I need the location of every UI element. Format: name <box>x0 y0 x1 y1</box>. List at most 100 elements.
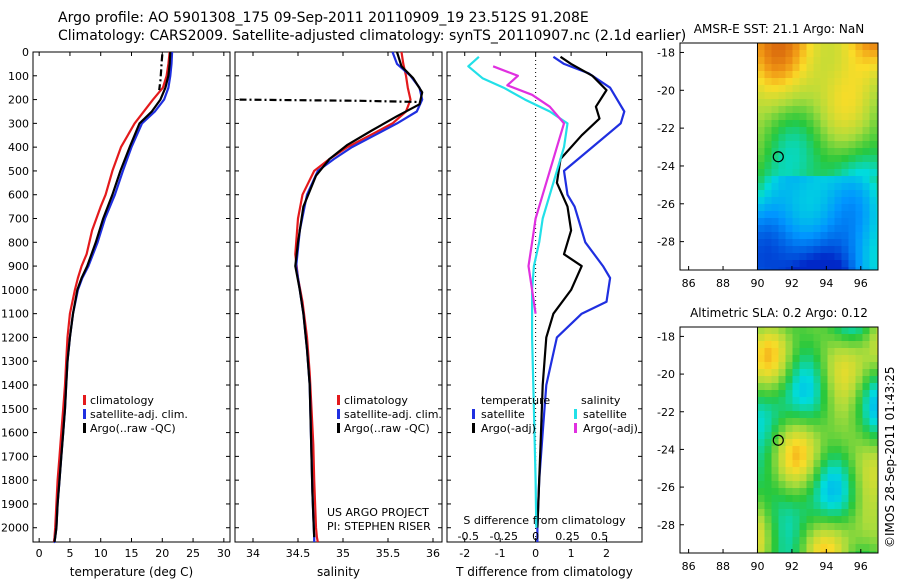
sst_map-cell <box>785 232 793 239</box>
sla_map-cell <box>792 460 800 467</box>
sla_map-cell <box>799 530 807 537</box>
sla_map-cell <box>820 495 828 502</box>
sla_map-cell <box>764 376 772 383</box>
sst_map-cell <box>792 183 800 190</box>
sla_map-cell <box>799 383 807 390</box>
sla_map-cell <box>862 376 870 383</box>
sla_map-cell <box>813 474 821 481</box>
sst_map-cell <box>764 85 772 92</box>
sst_map-cell <box>848 183 856 190</box>
sla_map-cell <box>827 369 835 376</box>
sst_map-cell <box>876 78 878 85</box>
sst_map-cell <box>806 190 814 197</box>
sst_map-cell <box>813 148 821 155</box>
sst_map-title: AMSR-E SST: 21.1 Argo: NaN <box>694 22 864 36</box>
sst_map-cell <box>771 113 779 120</box>
sla_map-cell <box>778 404 786 411</box>
sla_map-cell <box>771 460 779 467</box>
sst_map-cell <box>827 190 835 197</box>
sla_map-cell <box>848 327 856 334</box>
sst_map-cell <box>785 120 793 127</box>
sla_map-cell <box>757 334 765 341</box>
sst_map-cell <box>764 218 772 225</box>
sla_map-cell <box>876 544 878 551</box>
sst_map-cell <box>869 197 877 204</box>
sla_map-cell <box>827 348 835 355</box>
sla_map-cell <box>841 334 849 341</box>
sla_map-cell <box>869 544 877 551</box>
sst_map-cell <box>862 85 870 92</box>
sla_map-cell <box>876 481 878 488</box>
sla_map-cell <box>827 446 835 453</box>
sst_map-cell <box>813 78 821 85</box>
sst_map-cell <box>876 183 878 190</box>
sla_map-cell <box>799 509 807 516</box>
sla_map-cell <box>869 474 877 481</box>
difference-xtick-label: -1 <box>495 547 506 560</box>
sst_map-cell <box>862 260 870 267</box>
sla_map-cell <box>785 327 793 334</box>
sla_map-cell <box>848 404 856 411</box>
sst_map-cell <box>771 162 779 169</box>
sla_map-cell <box>799 446 807 453</box>
sla_map-cell <box>841 418 849 425</box>
sst_map-cell <box>806 50 814 57</box>
salinity-legend-swatch <box>337 423 340 433</box>
sla_map-cell <box>848 544 856 551</box>
sla_map-cell <box>792 502 800 509</box>
sla_map-cell <box>827 327 835 334</box>
sla_map-cell <box>778 467 786 474</box>
sst_map-cell <box>855 204 863 211</box>
sst_map-cell <box>806 232 814 239</box>
sla_map-cell <box>834 502 842 509</box>
sst_map-cell <box>785 85 793 92</box>
sla_map-cell <box>862 418 870 425</box>
sst_map-cell <box>855 260 863 267</box>
header-line2: Climatology: CARS2009. Satellite-adjuste… <box>58 28 686 44</box>
sst_map-cell <box>792 169 800 176</box>
sst_map-cell <box>757 92 765 99</box>
sla_map-cell <box>869 502 877 509</box>
sla_map-cell <box>757 432 765 439</box>
sla_map-cell <box>862 502 870 509</box>
sst_map-cell <box>834 120 842 127</box>
sla_map-cell <box>869 418 877 425</box>
sst_map-cell <box>876 71 878 78</box>
sst_map-cell <box>792 141 800 148</box>
sst_map-cell <box>876 43 878 50</box>
sla_map-cell <box>841 376 849 383</box>
sst_map-cell <box>764 50 772 57</box>
sst_map-cell <box>820 71 828 78</box>
difference-legend-title: temperature <box>481 394 550 407</box>
sst_map-cell <box>855 239 863 246</box>
sla_map-cell <box>778 530 786 537</box>
sst_map-cell <box>841 239 849 246</box>
temperature-ytick-label: 1500 <box>1 403 29 416</box>
sst_map-cell <box>862 43 870 50</box>
sla_map-cell <box>792 439 800 446</box>
sst_map-cell <box>771 218 779 225</box>
temperature-legend-swatch <box>83 409 86 419</box>
difference-legend-label: satellite <box>481 408 525 421</box>
sst_map-cell <box>820 85 828 92</box>
sst_map-cell <box>855 50 863 57</box>
sla_map-cell <box>785 383 793 390</box>
sla_map-cell <box>764 418 772 425</box>
sla_map-cell <box>771 537 779 544</box>
sla_map-ytick-label: -24 <box>657 443 675 456</box>
sst_map-cell <box>757 246 765 253</box>
sst_map-ytick-label: -24 <box>657 160 675 173</box>
sst_map-cell <box>834 106 842 113</box>
sla_map-cell <box>778 446 786 453</box>
sla_map-cell <box>806 432 814 439</box>
sla_map-cell <box>841 446 849 453</box>
sst_map-cell <box>827 232 835 239</box>
sla_map-cell <box>813 551 821 553</box>
temperature-ytick-label: 1200 <box>1 331 29 344</box>
sla_map-cell <box>813 523 821 530</box>
sst_map-cell <box>834 246 842 253</box>
sst_map-cell <box>764 176 772 183</box>
sla_map-cell <box>848 502 856 509</box>
sla_map-cell <box>792 516 800 523</box>
imos-stamp: ©IMOS 28-Sep-2011 01:43:25 <box>883 366 897 548</box>
